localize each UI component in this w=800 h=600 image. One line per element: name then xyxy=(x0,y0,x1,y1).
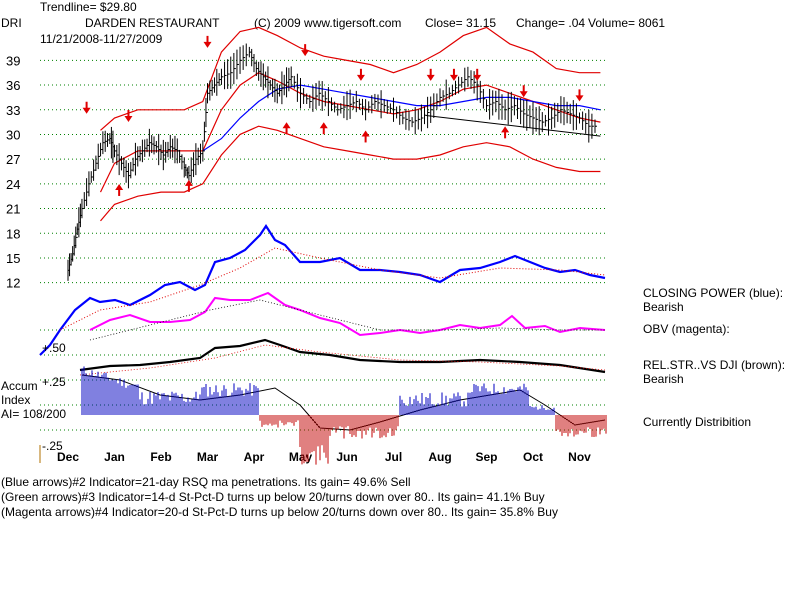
x-tick-label: Aug xyxy=(428,450,451,464)
up-arrow xyxy=(115,183,124,196)
x-tick-label: Apr xyxy=(244,450,265,464)
y-tick-label: 27 xyxy=(6,152,20,167)
arrow-head xyxy=(473,74,482,81)
up-arrow xyxy=(361,130,370,143)
y-tick-label: 30 xyxy=(6,127,20,142)
up-arrow xyxy=(501,126,510,139)
arrow-head xyxy=(361,130,370,137)
down-arrow xyxy=(519,85,528,98)
red-moving-average xyxy=(99,72,601,193)
x-tick-label: Mar xyxy=(197,450,219,464)
y-tick-label: 18 xyxy=(6,226,20,241)
x-tick-label: Oct xyxy=(523,450,543,464)
y-tick-label: 39 xyxy=(6,53,20,68)
up-arrow xyxy=(184,179,193,192)
arrow-head xyxy=(124,115,133,122)
bollinger-bands xyxy=(99,26,601,222)
footer-line-2: (Green arrows)#3 Indicator=14-d St-Pct-D… xyxy=(1,490,545,504)
trendline xyxy=(426,115,601,137)
upper-band xyxy=(100,26,601,131)
accum-level-label: -.25 xyxy=(42,439,63,453)
rel-str-line xyxy=(79,338,606,374)
rel-str-status: Bearish xyxy=(643,372,684,386)
trendline-label: Trendline= $29.80 xyxy=(40,0,137,14)
obv-label: OBV (magenta): xyxy=(643,322,730,336)
accum-level-label: +.50 xyxy=(42,341,66,355)
ai-value: AI= 108/200 xyxy=(1,407,67,421)
distribution-label: Currently Distribition xyxy=(643,415,752,429)
arrow-head xyxy=(575,95,584,102)
index-label: Index xyxy=(1,393,31,407)
arrow-head xyxy=(426,74,435,81)
ticker-label: DRI xyxy=(1,16,22,30)
accum-level-label: +.25 xyxy=(42,375,66,389)
accum-index-histogram xyxy=(81,366,607,465)
up-arrow xyxy=(282,122,291,135)
close-value: Close= 31.15 xyxy=(425,16,497,30)
down-arrow xyxy=(356,68,365,81)
signal-arrows xyxy=(82,35,584,196)
arrow-head xyxy=(449,74,458,81)
arrow-head xyxy=(501,126,510,133)
x-tick-label: Feb xyxy=(150,450,171,464)
grid-layer xyxy=(40,59,608,431)
footer-line-3: (Magenta arrows)#4 Indicator=20-d St-Pct… xyxy=(1,505,558,519)
arrow-head xyxy=(282,122,291,129)
down-arrow xyxy=(82,101,91,114)
arrow-head xyxy=(319,122,328,129)
down-arrow xyxy=(301,44,310,57)
x-axis-ticks: Dec Jan Feb Mar Apr May Jun Jul Aug Sep Oct Nov xyxy=(39,445,591,464)
closing-power-label: CLOSING POWER (blue): xyxy=(643,286,784,300)
y-tick-label: 21 xyxy=(6,202,20,217)
x-tick-label: Nov xyxy=(568,450,591,464)
accum-level-labels: +.50 +.25 -.25 xyxy=(42,341,66,453)
arrow-head xyxy=(519,91,528,98)
y-tick-label: 33 xyxy=(6,103,20,118)
x-tick-label: Jun xyxy=(336,450,357,464)
rel-str-label: REL.STR..VS DJI (brown): xyxy=(643,358,786,372)
y-tick-label: 15 xyxy=(6,251,20,266)
y-tick-label: 36 xyxy=(6,78,20,93)
y-axis-ticks: 12 15 18 21 24 27 30 33 36 39 xyxy=(6,53,20,290)
volume-value: Volume= 8061 xyxy=(588,16,666,30)
blue-moving-average xyxy=(202,84,601,152)
up-arrow xyxy=(319,122,328,135)
down-arrow xyxy=(449,68,458,81)
change-value: Change= .04 xyxy=(516,16,586,30)
lower-band xyxy=(100,125,601,222)
arrow-head xyxy=(356,74,365,81)
copyright-label: (C) 2009 www.tigersoft.com xyxy=(254,16,402,30)
x-tick-label: Jul xyxy=(385,450,402,464)
closing-power-status: Bearish xyxy=(643,300,684,314)
arrow-head xyxy=(203,41,212,48)
x-tick-label: Dec xyxy=(57,450,79,464)
y-tick-label: 24 xyxy=(6,177,20,192)
y-tick-label: 12 xyxy=(6,276,20,291)
footer-line-1: (Blue arrows)#2 Indicator=21-day RSQ ma … xyxy=(1,475,411,489)
rel-str-ma xyxy=(79,344,606,376)
arrow-head xyxy=(301,50,310,57)
arrow-head xyxy=(115,183,124,190)
down-arrow xyxy=(124,109,133,122)
x-tick-label: Sep xyxy=(475,450,497,464)
obv-line xyxy=(89,291,606,337)
x-tick-label: May xyxy=(289,450,313,464)
accum-label: Accum xyxy=(1,379,38,393)
obv-ma xyxy=(89,299,605,341)
arrow-head xyxy=(82,107,91,114)
x-tick-label: Jan xyxy=(104,450,125,464)
company-name: DARDEN RESTAURANT xyxy=(85,16,220,30)
down-arrow xyxy=(473,68,482,81)
down-arrow xyxy=(426,68,435,81)
closing-power-line xyxy=(39,223,606,356)
arrow-head xyxy=(184,179,193,186)
date-range: 11/21/2008-11/27/2009 xyxy=(40,32,163,46)
price-bars xyxy=(67,43,597,281)
down-arrow xyxy=(203,35,212,48)
down-arrow xyxy=(575,89,584,102)
